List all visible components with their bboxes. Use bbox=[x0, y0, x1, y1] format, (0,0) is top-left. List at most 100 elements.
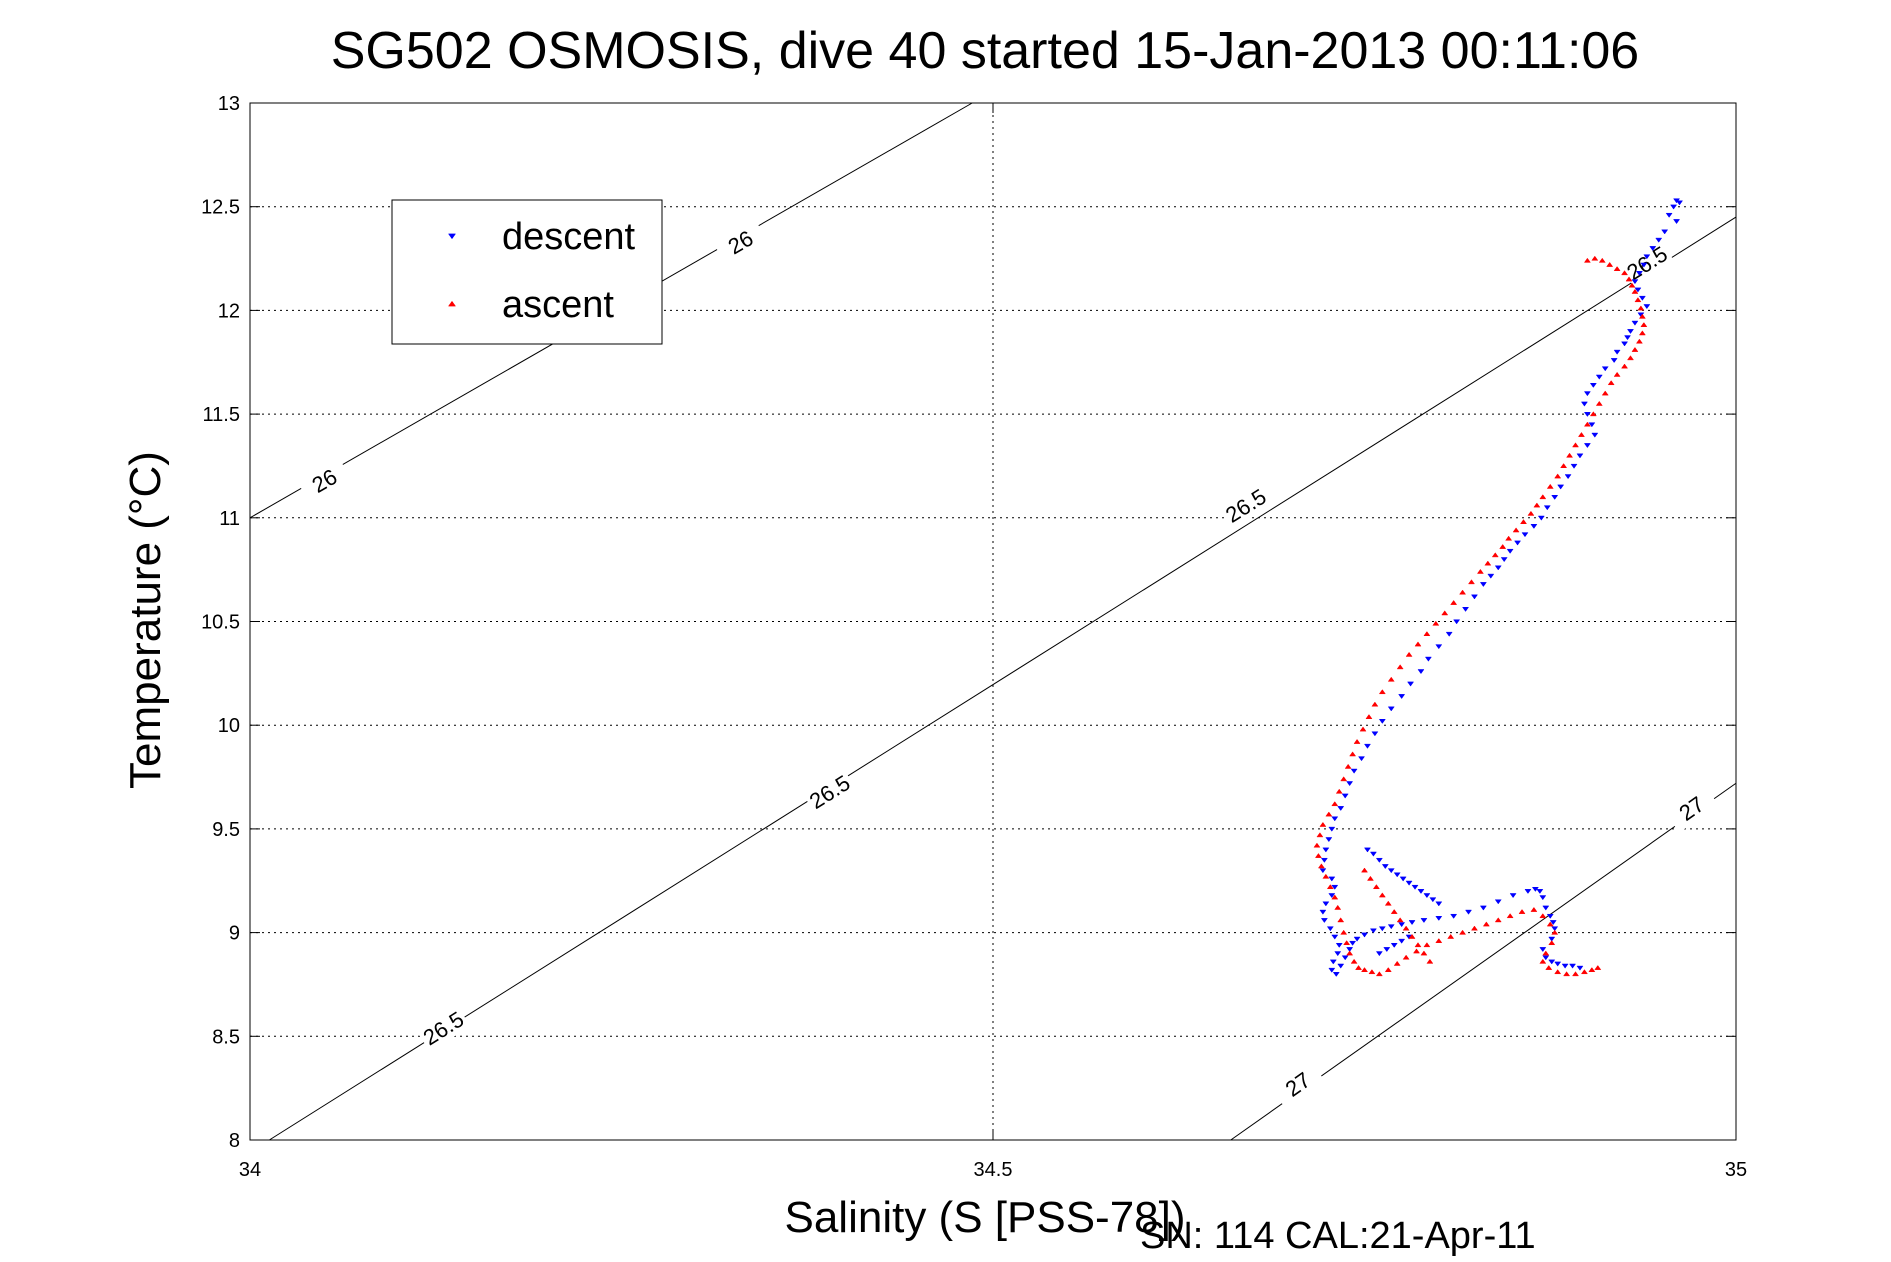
descent-point bbox=[1322, 901, 1330, 907]
ascent-point bbox=[1393, 960, 1401, 966]
descent-point bbox=[1328, 893, 1336, 899]
ascent-point bbox=[1331, 801, 1339, 807]
descent-point bbox=[1506, 548, 1514, 554]
series-descent bbox=[1319, 198, 1684, 977]
ascent-point bbox=[1631, 346, 1639, 352]
ascent-point bbox=[1359, 726, 1367, 732]
ascent-point bbox=[1331, 894, 1339, 900]
ascent-point bbox=[1396, 917, 1404, 923]
ascent-point bbox=[1494, 917, 1502, 923]
descent-point bbox=[1595, 374, 1603, 380]
contour-label-background bbox=[1218, 481, 1273, 530]
ascent-point bbox=[1340, 929, 1348, 935]
descent-point bbox=[1387, 924, 1395, 930]
ascent-point bbox=[1313, 842, 1321, 848]
ascent-point bbox=[1368, 969, 1376, 975]
descent-point bbox=[1539, 895, 1547, 901]
legend-entries: descent ascent bbox=[448, 216, 636, 326]
ascent-point bbox=[1505, 535, 1513, 541]
y-tick-label: 8.5 bbox=[212, 1026, 240, 1048]
descent-point bbox=[1341, 955, 1349, 961]
descent-point bbox=[1320, 857, 1328, 863]
descent-point bbox=[1634, 287, 1642, 293]
descent-point bbox=[1435, 916, 1443, 921]
ascent-point bbox=[1601, 390, 1609, 396]
descent-point bbox=[1514, 540, 1522, 546]
descent-point bbox=[1335, 942, 1343, 948]
descent-point bbox=[1387, 706, 1395, 712]
descent-point bbox=[1583, 391, 1591, 397]
ascent-point bbox=[1350, 958, 1358, 964]
descent-point bbox=[1325, 837, 1333, 843]
descent-point bbox=[1631, 279, 1639, 285]
descent-point bbox=[1500, 557, 1508, 563]
ascent-point bbox=[1423, 942, 1431, 948]
descent-point bbox=[1543, 505, 1551, 511]
descent-point bbox=[1349, 940, 1357, 946]
ascent-point bbox=[1372, 884, 1380, 890]
descent-point bbox=[1429, 897, 1437, 903]
descent-point bbox=[1450, 913, 1458, 919]
descent-point bbox=[1631, 320, 1639, 326]
data-series bbox=[1313, 198, 1684, 977]
descent-point bbox=[1331, 884, 1339, 890]
ascent-point bbox=[1378, 689, 1386, 695]
ascent-point bbox=[1572, 971, 1579, 977]
ascent-point bbox=[1414, 641, 1422, 647]
ascent-point bbox=[1337, 917, 1345, 923]
ascent-point bbox=[1512, 527, 1520, 533]
y-tick-label: 9.5 bbox=[212, 819, 240, 841]
ascent-point bbox=[1402, 925, 1410, 931]
descent-point bbox=[1358, 756, 1366, 762]
ascent-point bbox=[1546, 483, 1554, 489]
contour-label-background bbox=[802, 767, 857, 816]
ascent-point bbox=[1476, 568, 1484, 574]
contour-label-background bbox=[297, 457, 352, 504]
descent-point bbox=[1445, 631, 1453, 637]
descent-point bbox=[1494, 899, 1502, 905]
descent-point bbox=[1551, 926, 1559, 932]
contour-label-background bbox=[415, 1004, 471, 1052]
descent-point bbox=[1411, 884, 1419, 890]
ascent-point bbox=[1577, 432, 1585, 437]
axis-ticks: 34 34.5 35 8 8.5 9 9.5 10 10.5 11 11.5 12 12.5 13 bbox=[201, 93, 1747, 1181]
ascent-point bbox=[1450, 600, 1458, 605]
descent-point bbox=[1588, 422, 1596, 428]
ascent-point bbox=[1378, 892, 1386, 898]
y-axis-label: Temperature (°C) bbox=[121, 451, 170, 789]
ascent-point bbox=[1343, 940, 1351, 946]
descent-point bbox=[1407, 681, 1415, 687]
descent-point bbox=[1640, 262, 1648, 268]
contour-label-background bbox=[1270, 1059, 1325, 1109]
legend-marker-ascent bbox=[448, 300, 456, 307]
ascent-point bbox=[1371, 701, 1379, 707]
descent-point bbox=[1329, 959, 1337, 965]
descent-point bbox=[1331, 934, 1339, 940]
ascent-point bbox=[1334, 904, 1342, 910]
descent-point bbox=[1328, 967, 1336, 973]
descent-point bbox=[1524, 889, 1532, 894]
descent-point bbox=[1462, 607, 1470, 612]
descent-point bbox=[1530, 524, 1538, 529]
ascent-point bbox=[1325, 811, 1333, 817]
descent-point bbox=[1353, 936, 1361, 942]
ascent-point bbox=[1355, 965, 1363, 970]
descent-point bbox=[1453, 619, 1461, 625]
ascent-point bbox=[1441, 610, 1449, 616]
ascent-point bbox=[1551, 929, 1559, 935]
ascent-point bbox=[1563, 971, 1571, 977]
descent-point bbox=[1676, 200, 1684, 206]
x-tick-label: 34 bbox=[239, 1159, 261, 1181]
descent-point bbox=[1378, 926, 1386, 932]
descent-point bbox=[1435, 644, 1443, 650]
ascent-point bbox=[1631, 288, 1639, 294]
descent-point bbox=[1378, 719, 1386, 724]
ascent-point bbox=[1353, 738, 1361, 744]
descent-point bbox=[1423, 893, 1431, 899]
ascent-point bbox=[1375, 971, 1383, 977]
y-tick-label: 10.5 bbox=[201, 612, 240, 634]
ascent-point bbox=[1560, 463, 1568, 468]
descent-point bbox=[1613, 349, 1621, 355]
ascent-point bbox=[1640, 322, 1648, 327]
ascent-point bbox=[1542, 950, 1550, 956]
